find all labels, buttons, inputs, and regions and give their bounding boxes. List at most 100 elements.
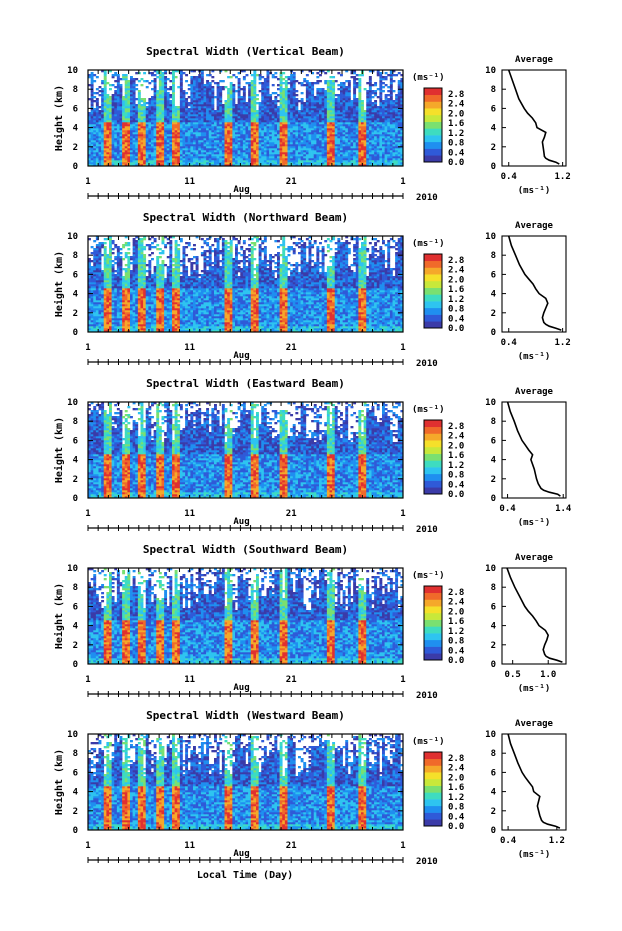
x-tick-label: 1 — [400, 343, 405, 353]
colorbar-tick-label: 2.0 — [448, 275, 464, 285]
y-tick-label: 4 — [73, 456, 79, 466]
month-label: Aug — [233, 683, 249, 693]
y-tick-label: 8 — [73, 417, 78, 427]
average-line — [506, 567, 563, 663]
colorbar-tick-label: 0.4 — [448, 148, 465, 158]
y-tick-label: 10 — [67, 730, 78, 740]
average-y-tick-label: 0 — [491, 328, 496, 338]
average-x-tick-label: 1.4 — [555, 504, 572, 514]
colorbar-tick-label: 2.0 — [448, 109, 464, 119]
average-x-tick-label: 1.2 — [554, 338, 570, 348]
x-tick-label: 11 — [184, 177, 195, 187]
colorbar-tick-label: 0.8 — [448, 139, 464, 149]
average-title: Average — [515, 221, 554, 231]
average-x-tick-label: 1.0 — [540, 670, 556, 680]
average-profile: Average 0 2 4 6 8 10 0.4 1.4 (ms⁻¹) — [485, 387, 572, 528]
panels: Spectral Width (Vertical Beam)0246810Hei… — [53, 45, 572, 867]
y-tick-label: 8 — [73, 251, 78, 261]
colorbar-tick-label: 0.8 — [448, 637, 464, 647]
heatmap-cells — [88, 236, 404, 333]
colorbar-tick-label: 1.6 — [448, 285, 464, 295]
y-tick-label: 0 — [73, 660, 78, 670]
average-y-tick-label: 10 — [485, 564, 496, 574]
y-tick-label: 10 — [67, 398, 78, 408]
y-tick-label: 4 — [73, 290, 79, 300]
average-y-tick-label: 4 — [491, 622, 497, 632]
heatmap-cells — [88, 70, 404, 167]
average-y-tick-label: 8 — [491, 583, 496, 593]
average-y-tick-label: 8 — [491, 417, 496, 427]
colorbar-tick-label: 1.2 — [448, 461, 464, 471]
x-tick-label: 1 — [400, 841, 405, 851]
y-tick-label: 2 — [73, 641, 78, 651]
average-x-tick-label: 0.4 — [501, 172, 518, 182]
average-x-tick-label: 1.2 — [554, 172, 570, 182]
average-x-axis-label: (ms⁻¹) — [518, 518, 551, 528]
month-label: Aug — [233, 849, 249, 859]
colorbar — [423, 253, 443, 329]
y-tick-label: 2 — [73, 807, 78, 817]
average-y-tick-label: 4 — [491, 788, 497, 798]
average-y-tick-label: 8 — [491, 251, 496, 261]
colorbar-tick-label: 0.8 — [448, 305, 464, 315]
colorbar-tick-label: 0.4 — [448, 314, 465, 324]
colorbar-tick-label: 0.0 — [448, 822, 464, 832]
shared-x-axis-label: Local Time (Day) — [197, 869, 293, 881]
y-tick-label: 2 — [73, 309, 78, 319]
year-label: 2010 — [416, 359, 438, 369]
x-tick-label: 1 — [85, 343, 90, 353]
average-x-tick-label: 1.2 — [549, 836, 565, 846]
average-y-tick-label: 10 — [485, 232, 496, 242]
average-y-tick-label: 4 — [491, 290, 497, 300]
x-tick-label: 21 — [286, 841, 297, 851]
heatmap-cells — [88, 402, 404, 499]
y-tick-label: 2 — [73, 143, 78, 153]
average-title: Average — [515, 719, 554, 729]
average-y-tick-label: 10 — [485, 730, 496, 740]
colorbar-tick-label: 2.0 — [448, 441, 464, 451]
average-line — [507, 733, 561, 829]
colorbar-tick-label: 0.8 — [448, 471, 464, 481]
average-profile: Average 0 2 4 6 8 10 0.4 1.2(ms⁻¹) — [485, 221, 571, 362]
colorbar-tick-label: 0.8 — [448, 803, 464, 813]
heatmap-frame — [87, 733, 404, 831]
x-tick-label: 21 — [286, 509, 297, 519]
heatmap-title: Spectral Width (Southward Beam) — [143, 543, 348, 556]
average-profile: Average 0 2 4 6 8 10 0.5 1.0 (ms⁻¹) — [485, 553, 567, 694]
month-label: Aug — [233, 351, 249, 361]
panel-5: Spectral Width (Westward Beam)0246810Hei… — [53, 709, 567, 867]
x-tick-label: 21 — [286, 177, 297, 187]
y-tick-label: 8 — [73, 583, 78, 593]
y-tick-label: 6 — [73, 436, 78, 446]
colorbar-tick-label: 0.0 — [448, 656, 464, 666]
y-axis-label: Height (km) — [53, 749, 65, 815]
average-line — [507, 235, 562, 331]
y-tick-label: 0 — [73, 328, 78, 338]
heatmap-frame — [87, 401, 404, 499]
colorbar-tick-label: 0.0 — [448, 490, 464, 500]
colorbar-tick-label: 1.6 — [448, 783, 464, 793]
y-tick-label: 10 — [67, 232, 78, 242]
colorbar-unit-label: (ms⁻¹) — [412, 737, 445, 747]
average-y-tick-label: 6 — [491, 270, 496, 280]
y-tick-label: 0 — [73, 826, 78, 836]
colorbar-unit-label: (ms⁻¹) — [412, 571, 445, 581]
average-y-tick-label: 8 — [491, 749, 496, 759]
colorbar-unit-label: (ms⁻¹) — [412, 239, 445, 249]
colorbar-unit-label: (ms⁻¹) — [412, 73, 445, 83]
y-axis-label: Height (km) — [53, 85, 65, 151]
colorbar — [423, 87, 443, 163]
colorbar — [423, 419, 443, 495]
month-label: Aug — [233, 517, 249, 527]
colorbar-tick-label: 2.4 — [448, 598, 465, 608]
colorbar-unit-label: (ms⁻¹) — [412, 405, 445, 415]
colorbar-tick-label: 1.6 — [448, 119, 464, 129]
year-label: 2010 — [416, 691, 438, 701]
average-y-tick-label: 6 — [491, 104, 496, 114]
year-label: 2010 — [416, 857, 438, 867]
average-profile: Average 0 2 4 6 8 10 0.4 1.2(ms⁻¹) — [485, 55, 571, 196]
heatmap-title: Spectral Width (Northward Beam) — [143, 211, 348, 224]
x-tick-label: 11 — [184, 509, 195, 519]
y-tick-label: 6 — [73, 104, 78, 114]
colorbar-tick-label: 1.2 — [448, 129, 464, 139]
